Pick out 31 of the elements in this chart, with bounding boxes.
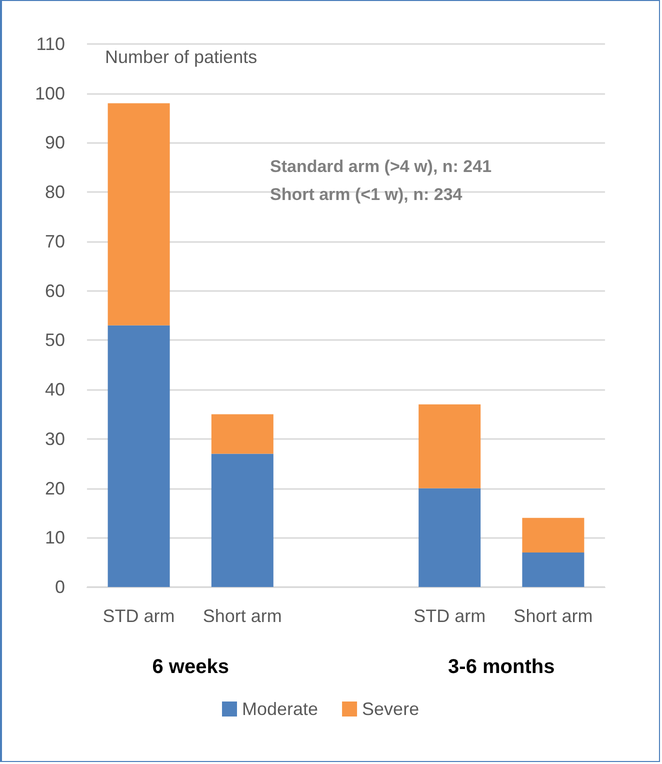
bar xyxy=(108,325,170,587)
annotation: Standard arm (>4 w), n: 241 xyxy=(270,157,492,176)
x-tick-label: STD arm xyxy=(414,606,486,626)
y-tick-label: 60 xyxy=(44,280,65,301)
y-tick-label: 40 xyxy=(44,380,65,400)
bar xyxy=(418,404,481,488)
text: 3-6 months xyxy=(448,656,555,678)
annotation: Short arm (<1 w), n: 234 xyxy=(270,185,463,204)
y-tick-label: 110 xyxy=(36,34,65,54)
bar xyxy=(418,488,481,587)
legend-label: Severe xyxy=(362,699,420,719)
text: 6 weeks xyxy=(152,656,229,678)
y-tick-label: 0 xyxy=(54,577,65,597)
bar xyxy=(522,552,584,587)
x-tick-label: Short arm xyxy=(514,606,593,626)
legend-label: Moderate xyxy=(242,699,318,719)
y-tick-label: 70 xyxy=(44,231,65,252)
bar xyxy=(211,414,274,454)
bar xyxy=(211,454,274,587)
y-tick-label: 100 xyxy=(34,83,65,104)
y-tick-label: 30 xyxy=(44,428,65,449)
y-tick-label: 90 xyxy=(44,132,65,153)
y-tick-label: 20 xyxy=(44,478,65,498)
y-tick-label: 10 xyxy=(44,528,65,548)
bar xyxy=(522,518,584,552)
x-tick-label: Short arm xyxy=(202,606,282,626)
y-tick-label: 50 xyxy=(44,330,65,350)
x-tick-label: STD arm xyxy=(102,606,175,626)
y-tick-label: 80 xyxy=(44,182,65,202)
bar xyxy=(108,103,170,326)
y-axis-title: Number of patients xyxy=(105,47,258,67)
